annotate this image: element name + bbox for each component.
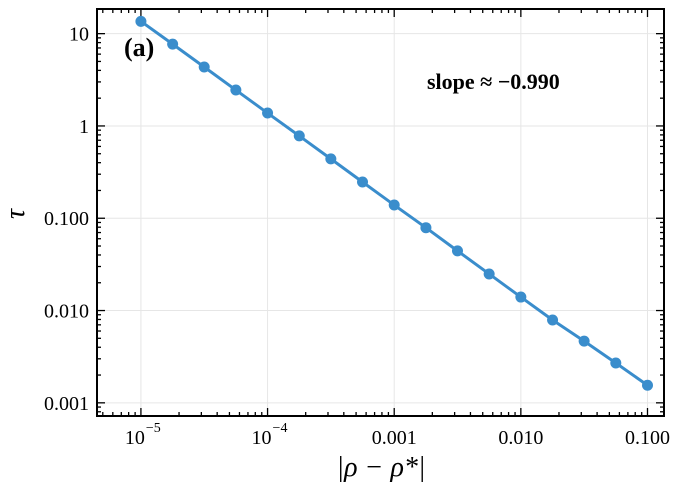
data-point — [578, 335, 590, 347]
data-point — [641, 379, 653, 391]
data-point — [293, 130, 305, 142]
slope-annotation: slope ≈ −0.990 — [427, 69, 560, 94]
x-tick-labels: 10 −5 10 −4 0.001 0.010 0.100 — [125, 421, 670, 449]
data-point — [610, 357, 622, 369]
major-ticks — [97, 9, 664, 416]
y-tick-label: 0.100 — [44, 208, 89, 230]
x-tick-label: 10 — [252, 427, 272, 449]
data-point — [547, 314, 559, 326]
y-tick-labels: 10 1 0.100 0.010 0.001 — [44, 24, 89, 415]
x-tick-exponent: −4 — [273, 421, 288, 436]
x-tick-label: 0.010 — [498, 427, 543, 449]
data-point — [451, 245, 463, 257]
y-tick-label: 0.010 — [44, 301, 89, 323]
x-tick-label: 0.100 — [625, 427, 670, 449]
data-point — [262, 107, 274, 119]
data-point — [357, 176, 369, 188]
data-point — [167, 38, 179, 50]
data-point — [515, 291, 527, 303]
data-point — [483, 268, 495, 280]
data-point — [230, 84, 242, 96]
x-tick-exponent: −5 — [146, 421, 161, 436]
data-point — [420, 222, 432, 234]
grid — [97, 9, 664, 416]
data-point — [135, 15, 147, 27]
minor-ticks — [97, 9, 664, 416]
data-point — [198, 61, 210, 73]
x-axis-label: |ρ − ρ*| — [336, 452, 425, 483]
y-axis-label: τ — [0, 208, 31, 219]
x-tick-label: 0.001 — [372, 427, 417, 449]
y-tick-label: 0.001 — [44, 393, 89, 415]
plot-frame — [96, 8, 665, 417]
data-point — [388, 199, 400, 211]
panel-label: (a) — [124, 33, 154, 62]
x-tick-label: 10 — [125, 427, 145, 449]
series — [135, 15, 653, 391]
y-tick-label: 10 — [69, 24, 89, 46]
y-tick-label: 1 — [79, 116, 89, 138]
data-point — [325, 153, 337, 165]
